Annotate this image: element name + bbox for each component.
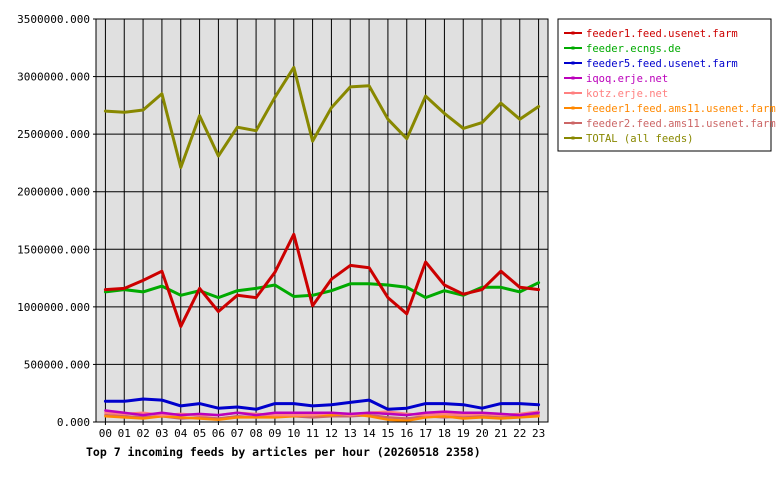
y-tick-label: 1500000.000 [17, 243, 90, 256]
x-tick-label: 10 [287, 427, 300, 440]
legend-label: feeder1.feed.ams11.usenet.farm [586, 103, 776, 115]
x-tick-label: 16 [400, 427, 413, 440]
x-tick-label: 01 [118, 427, 131, 440]
legend-label: feeder.ecngs.de [586, 43, 681, 55]
plot-frame [95, 18, 549, 423]
x-tick-label: 03 [155, 427, 168, 440]
x-tick-label: 17 [419, 427, 432, 440]
x-tick-label: 20 [475, 427, 488, 440]
legend-marker [571, 31, 575, 35]
x-tick-label: 09 [268, 427, 281, 440]
x-tick-label: 15 [381, 427, 394, 440]
legend-box [557, 18, 772, 152]
x-tick-label: 00 [99, 427, 112, 440]
y-tick-label: 3500000.000 [17, 13, 90, 26]
x-tick-label: 18 [438, 427, 451, 440]
x-tick-label: 12 [325, 427, 338, 440]
legend-marker [571, 46, 575, 50]
legend-label: kotz.erje.net [586, 88, 668, 100]
y-tick-label: 1000000.000 [17, 301, 90, 314]
legend-marker [571, 121, 575, 125]
x-tick-label: 19 [457, 427, 470, 440]
legend-marker [571, 61, 575, 65]
x-tick-label: 07 [231, 427, 244, 440]
x-tick-label: 08 [249, 427, 262, 440]
chart-caption: Top 7 incoming feeds by articles per hou… [86, 445, 481, 459]
x-tick-label: 04 [174, 427, 188, 440]
legend-marker [571, 106, 575, 110]
x-tick-label: 14 [362, 427, 376, 440]
x-tick-label: 23 [532, 427, 545, 440]
legend-label: feeder5.feed.usenet.farm [586, 58, 738, 70]
x-tick-label: 22 [513, 427, 526, 440]
legend-marker [571, 91, 575, 95]
legend-marker [571, 136, 575, 140]
series-line [103, 65, 541, 169]
x-tick-label: 02 [136, 427, 149, 440]
y-tick-label: 2000000.000 [17, 186, 90, 199]
series-line [104, 409, 540, 417]
series-line [103, 397, 541, 411]
series-line [103, 232, 541, 328]
legend-label: TOTAL (all feeds) [586, 133, 693, 145]
legend-label: feeder1.feed.usenet.farm [586, 28, 738, 40]
x-tick-label: 05 [193, 427, 206, 440]
x-tick-label: 13 [344, 427, 357, 440]
plot-area [96, 19, 548, 422]
x-tick-label: 06 [212, 427, 225, 440]
y-tick-label: 2500000.000 [17, 128, 90, 141]
legend-label: iqoq.erje.net [586, 73, 668, 85]
y-tick-label: 0.000 [57, 416, 90, 429]
x-tick-label: 11 [306, 427, 319, 440]
x-tick-label: 21 [494, 427, 507, 440]
y-tick-label: 3000000.000 [17, 71, 90, 84]
legend-marker [571, 76, 575, 80]
legend-label: feeder2.feed.ams11.usenet.farm [586, 118, 776, 130]
y-tick-label: 500000.000 [24, 358, 90, 371]
